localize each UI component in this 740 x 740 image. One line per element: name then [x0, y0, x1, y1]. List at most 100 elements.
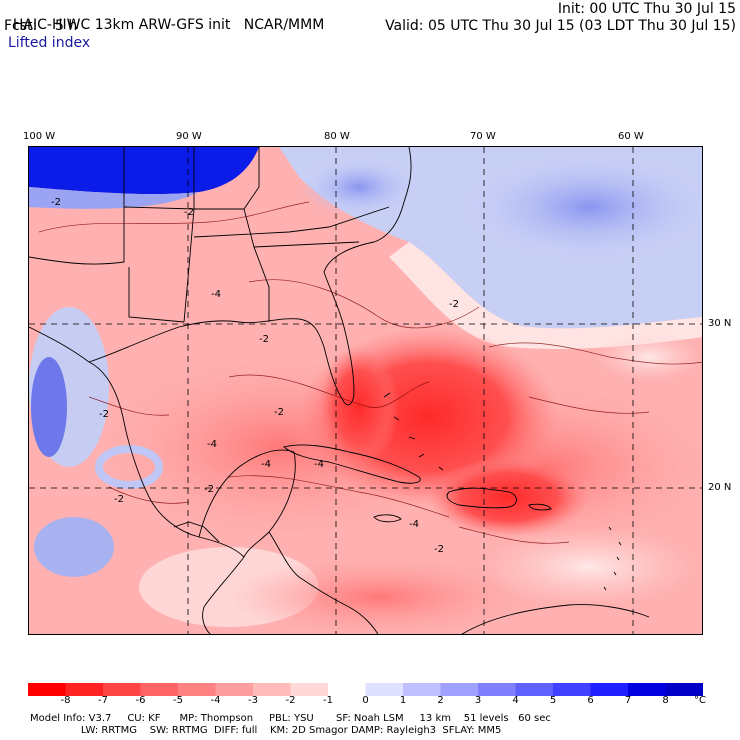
colorbar-tick-label: -8 — [60, 695, 71, 706]
contour-8 — [108, 486, 190, 504]
colorbar-swatch — [178, 683, 216, 696]
contour-label: -2 — [99, 409, 109, 420]
coast-us-gulf-atlantic — [88, 147, 412, 406]
state-border-5 — [183, 208, 195, 323]
colorbar-swatch — [215, 683, 254, 696]
contour-2 — [248, 279, 480, 329]
colorbar-swatch — [515, 683, 554, 696]
swirl-gulf — [95, 445, 163, 489]
unstable-region-caribbean — [229, 557, 529, 634]
state-border-3 — [194, 147, 260, 210]
colorbar-swatch — [553, 683, 591, 696]
stable-core-appalachian — [299, 157, 419, 217]
coast-hispaniola — [446, 487, 517, 509]
pale-band — [389, 242, 702, 349]
field-name: Lifted index — [8, 35, 91, 51]
lon-label-100w: 100 W — [23, 131, 56, 142]
colorbar-unit: °C — [694, 695, 706, 706]
pale-patch-southeast — [479, 527, 699, 607]
colorbar-swatch — [140, 683, 179, 696]
contour-7 — [488, 342, 702, 365]
state-border-4 — [128, 267, 185, 323]
lon-label-70w: 70 W — [470, 131, 496, 142]
coast-south-america — [461, 604, 650, 634]
colorbar-tick-label: 8 — [662, 695, 669, 706]
contour-3 — [228, 374, 430, 408]
colorbar-tick-label: -1 — [323, 695, 333, 706]
lat-label-20n: 20 N — [708, 482, 732, 493]
stable-corner-nw — [29, 147, 259, 195]
colorbar-swatch — [628, 683, 666, 696]
lat-label-30n: 30 N — [708, 318, 732, 329]
unstable-core-florida — [319, 347, 399, 467]
contour-label: -4 — [409, 519, 419, 530]
contour-labels: -2 -2 -2 -2 -2 -2 -2 -2 -2 -4 -4 -4 -4 -… — [51, 197, 459, 555]
coastlines-and-borders — [29, 147, 650, 634]
colorbar-tick-label: 5 — [549, 695, 557, 706]
state-border-7 — [193, 206, 390, 238]
state-border-1 — [29, 147, 125, 265]
contour-label: -4 — [261, 459, 271, 470]
model-name: HAIC-HIWC 13km ARW-GFS init — [12, 17, 231, 33]
contour-label: -4 — [211, 289, 221, 300]
colorbar-tick-label: -3 — [248, 695, 258, 706]
colorbar-swatch — [478, 683, 516, 696]
contour-label: -2 — [449, 299, 459, 310]
colorbar-tick-label: 3 — [474, 695, 482, 706]
colorbar-tick-label: 1 — [399, 695, 407, 706]
colorbar-tick-label: 7 — [624, 695, 632, 706]
state-border-6 — [243, 208, 270, 322]
colorbar-tick-label: 6 — [587, 695, 594, 706]
colorbar-swatch — [103, 683, 141, 696]
colorbar-swatch — [65, 683, 104, 696]
colorbar-swatch — [665, 683, 704, 696]
contour-label: -2 — [204, 484, 214, 495]
lon-label-80w: 80 W — [324, 131, 350, 142]
colorbar-swatch — [28, 683, 66, 696]
coast-puerto-rico — [528, 503, 552, 511]
colorbar-tick-label: 2 — [437, 695, 444, 706]
colorbar-swatch — [590, 683, 629, 696]
coast-cuba — [283, 444, 421, 484]
colorbar — [28, 681, 704, 696]
colorbar-swatch — [365, 683, 404, 696]
contour-1 — [38, 201, 310, 233]
coast-central-america-e — [268, 531, 379, 634]
colorbar-swatch — [290, 683, 329, 696]
lifted-index-map: -2 -2 -2 -2 -2 -2 -2 -2 -2 -4 -4 -4 -4 -… — [28, 146, 703, 635]
contour-label: -2 — [434, 544, 444, 555]
coast-bahamas — [383, 392, 444, 471]
valid-time: Valid: 05 UTC Thu 30 Jul 15 (03 LDT Thu … — [385, 18, 736, 34]
colorbar-tick-label: 4 — [512, 695, 519, 706]
contour-label: -2 — [184, 207, 194, 218]
contour-label: -2 — [51, 197, 61, 208]
contour-9 — [528, 396, 650, 414]
contour-label: -2 — [274, 407, 284, 418]
stable-core-texas — [31, 357, 67, 457]
colorbar-tick-label: -6 — [135, 695, 146, 706]
stable-edge-nw — [29, 187, 199, 209]
lon-label-90w: 90 W — [176, 131, 202, 142]
contour-4 — [88, 396, 170, 416]
org-name: NCAR/MMM — [243, 17, 325, 33]
colorbar-swatch — [253, 683, 291, 696]
contours — [38, 201, 702, 544]
coast-texas-mexico — [29, 326, 245, 558]
colorbar-swatch — [328, 683, 366, 696]
init-time: Init: 00 UTC Thu 30 Jul 15 — [557, 1, 736, 17]
contour-label: -4 — [207, 439, 217, 450]
colorbar-tick-label: 0 — [362, 695, 369, 706]
border-guatemala — [173, 521, 220, 543]
model-info-line-2: LW: RRTMG SW: RRTMG DIFF: full KM: 2D Sm… — [30, 725, 502, 736]
forecast-hour: Fcst: 5 h — [4, 18, 78, 34]
contour-label: -2 — [114, 494, 124, 505]
contour-5 — [228, 475, 450, 518]
coast-central-america-w — [202, 556, 245, 634]
lon-label-60w: 60 W — [618, 131, 644, 142]
colorbar-tick-label: -4 — [210, 695, 221, 706]
map-canvas: -2 -2 -2 -2 -2 -2 -2 -2 -2 -4 -4 -4 -4 -… — [29, 147, 702, 634]
model-title: HAIC-HIWC 13km ARW-GFS init NCAR/MMM — [4, 1, 324, 33]
contour-6 — [458, 526, 570, 544]
colorbar-tick-label: -7 — [98, 695, 108, 706]
coast-lesser-antilles — [603, 526, 622, 591]
